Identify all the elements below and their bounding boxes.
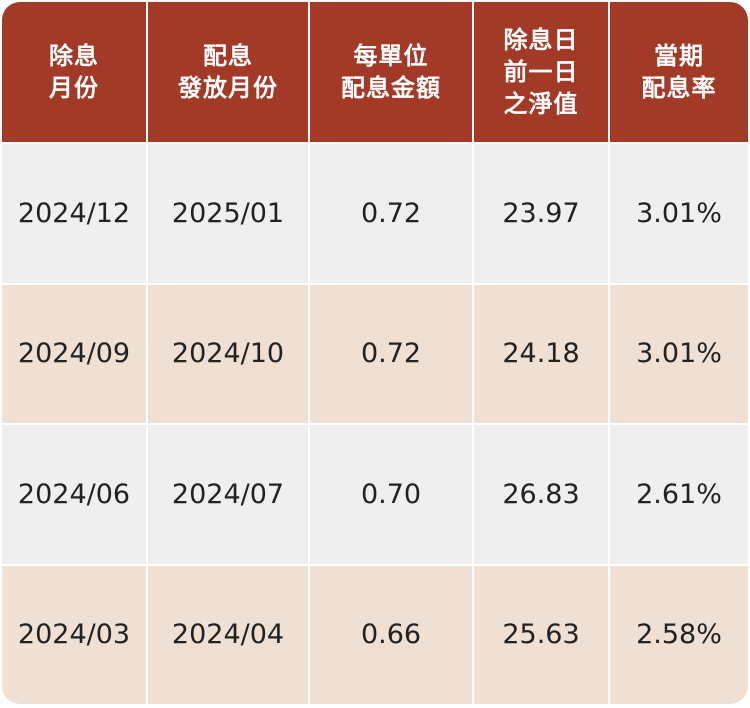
cell-ex-dividend-month: 2024/03 xyxy=(2,563,148,704)
cell-payment-month: 2024/10 xyxy=(148,282,310,423)
table-row: 2024/12 2025/01 0.72 23.97 3.01% xyxy=(2,142,748,283)
table-row: 2024/06 2024/07 0.70 26.83 2.61% xyxy=(2,423,748,564)
cell-dividend-rate: 3.01% xyxy=(610,282,748,423)
header-dividend-per-unit: 每單位 配息金額 xyxy=(310,2,474,142)
cell-ex-dividend-month: 2024/06 xyxy=(2,423,148,564)
cell-dividend-rate: 2.61% xyxy=(610,423,748,564)
table-row: 2024/03 2024/04 0.66 25.63 2.58% xyxy=(2,563,748,704)
table-header-row: 除息 月份 配息 發放月份 每單位 配息金額 除息日 前一日 之淨值 當期 配息… xyxy=(2,2,748,142)
header-ex-dividend-month: 除息 月份 xyxy=(2,2,148,142)
table-row: 2024/09 2024/10 0.72 24.18 3.01% xyxy=(2,282,748,423)
cell-payment-month: 2024/07 xyxy=(148,423,310,564)
cell-dividend-per-unit: 0.72 xyxy=(310,142,474,283)
cell-dividend-per-unit: 0.66 xyxy=(310,563,474,704)
header-nav-before-ex-date: 除息日 前一日 之淨值 xyxy=(474,2,610,142)
header-dividend-rate: 當期 配息率 xyxy=(610,2,748,142)
cell-nav: 24.18 xyxy=(474,282,610,423)
cell-dividend-rate: 2.58% xyxy=(610,563,748,704)
cell-dividend-rate: 3.01% xyxy=(610,142,748,283)
cell-dividend-per-unit: 0.72 xyxy=(310,282,474,423)
cell-nav: 26.83 xyxy=(474,423,610,564)
cell-ex-dividend-month: 2024/12 xyxy=(2,142,148,283)
cell-nav: 23.97 xyxy=(474,142,610,283)
cell-ex-dividend-month: 2024/09 xyxy=(2,282,148,423)
cell-dividend-per-unit: 0.70 xyxy=(310,423,474,564)
cell-nav: 25.63 xyxy=(474,563,610,704)
cell-payment-month: 2024/04 xyxy=(148,563,310,704)
header-payment-month: 配息 發放月份 xyxy=(148,2,310,142)
cell-payment-month: 2025/01 xyxy=(148,142,310,283)
